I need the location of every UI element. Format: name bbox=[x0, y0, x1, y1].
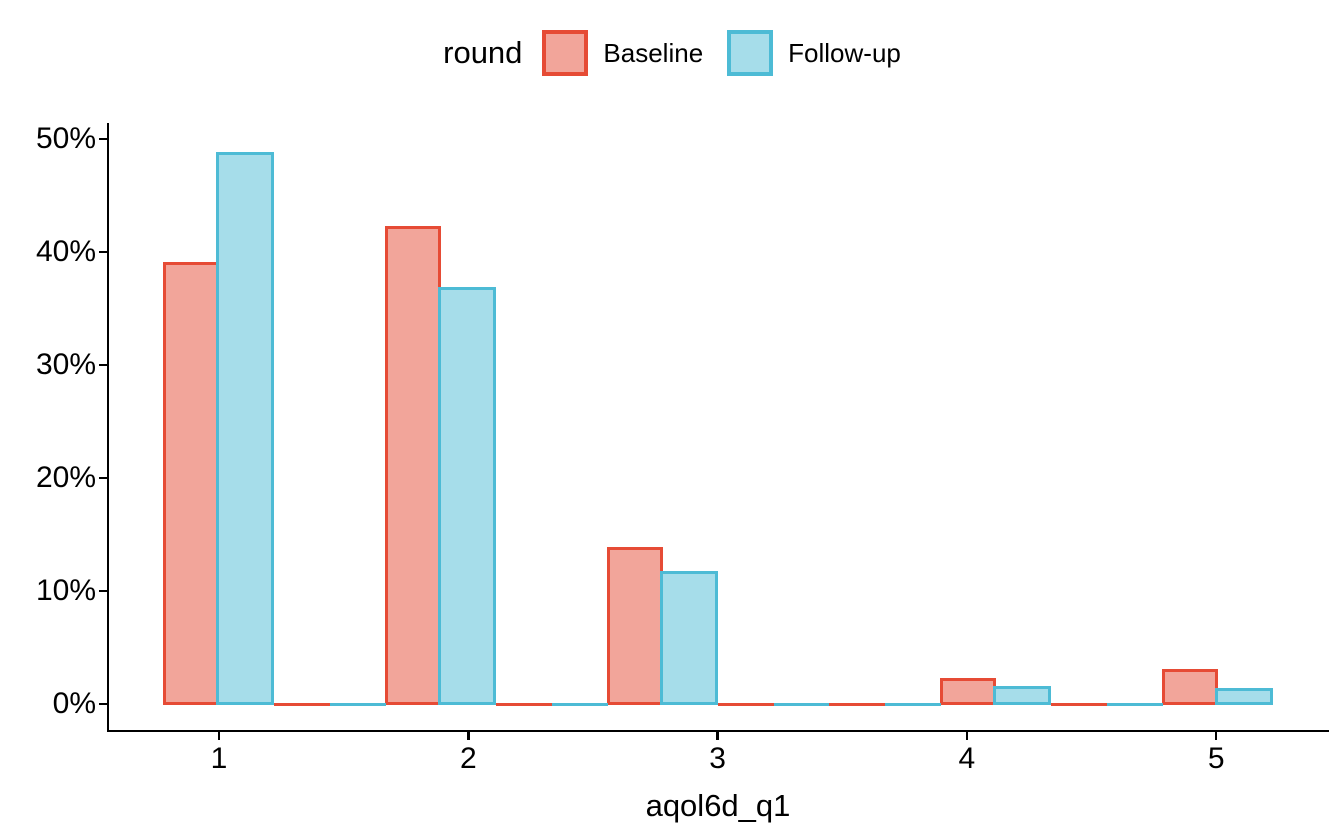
zero-bar-followup-slot11 bbox=[773, 702, 830, 706]
legend: round Baseline Follow-up bbox=[0, 28, 1344, 78]
x-tick-2 bbox=[467, 732, 470, 741]
zero-bar-baseline-slot2 bbox=[274, 702, 330, 706]
legend-key-baseline-swatch bbox=[542, 30, 589, 76]
bar-baseline-cat3 bbox=[607, 546, 663, 706]
x-tick-label-2: 2 bbox=[459, 742, 477, 775]
x-tick-1 bbox=[217, 732, 221, 741]
x-tick-label-5: 5 bbox=[1207, 742, 1225, 775]
x-tick-3 bbox=[716, 732, 719, 741]
y-axis-line bbox=[106, 123, 110, 733]
bar-followup-cat4 bbox=[992, 685, 1051, 706]
x-tick-label-4: 4 bbox=[958, 742, 976, 775]
y-tick-label-30: 30% bbox=[35, 348, 96, 381]
y-tick-label-50: 50% bbox=[35, 122, 96, 155]
x-tick-4 bbox=[965, 732, 969, 741]
bar-baseline-cat4 bbox=[940, 677, 996, 706]
legend-label-baseline: Baseline bbox=[603, 37, 704, 68]
x-tick-label-1: 1 bbox=[210, 742, 228, 775]
legend-key-followup-swatch bbox=[727, 30, 774, 76]
legend-entry-followup: Follow-up bbox=[727, 30, 901, 76]
zero-bar-baseline-slot10 bbox=[718, 702, 774, 706]
y-tick-label-20: 20% bbox=[35, 461, 96, 494]
bar-baseline-cat5 bbox=[1162, 668, 1218, 706]
x-axis-title: aqol6d_q1 bbox=[645, 788, 791, 823]
zero-bar-baseline-slot12 bbox=[829, 702, 885, 706]
bar-baseline-cat2 bbox=[385, 225, 441, 706]
x-tick-5 bbox=[1214, 732, 1218, 741]
bar-followup-cat1 bbox=[215, 152, 274, 706]
y-tick-10 bbox=[98, 589, 107, 593]
bar-baseline-cat1 bbox=[163, 261, 219, 706]
bar-followup-cat5 bbox=[1214, 687, 1273, 706]
zero-bar-followup-slot13 bbox=[884, 702, 941, 706]
legend-entry-baseline: Baseline bbox=[542, 30, 703, 76]
legend-label-followup: Follow-up bbox=[788, 37, 901, 68]
zero-bar-baseline-slot6 bbox=[496, 702, 552, 706]
y-tick-50 bbox=[98, 137, 107, 141]
x-axis-line bbox=[106, 729, 1330, 733]
y-tick-label-10: 10% bbox=[35, 574, 96, 607]
bar-followup-cat3 bbox=[659, 571, 718, 706]
zero-bar-followup-slot7 bbox=[551, 702, 608, 706]
legend-title: round bbox=[443, 35, 523, 70]
zero-bar-followup-slot3 bbox=[329, 702, 386, 706]
y-tick-label-0: 0% bbox=[52, 687, 96, 720]
zero-bar-followup-slot17 bbox=[1106, 702, 1163, 706]
zero-bar-baseline-slot16 bbox=[1051, 702, 1107, 706]
y-tick-40 bbox=[98, 250, 107, 254]
bar-followup-cat2 bbox=[437, 286, 496, 706]
x-tick-label-3: 3 bbox=[709, 742, 726, 775]
y-tick-0 bbox=[98, 702, 107, 706]
y-tick-30 bbox=[98, 363, 107, 367]
y-tick-20 bbox=[98, 476, 107, 480]
y-tick-label-40: 40% bbox=[35, 235, 96, 268]
